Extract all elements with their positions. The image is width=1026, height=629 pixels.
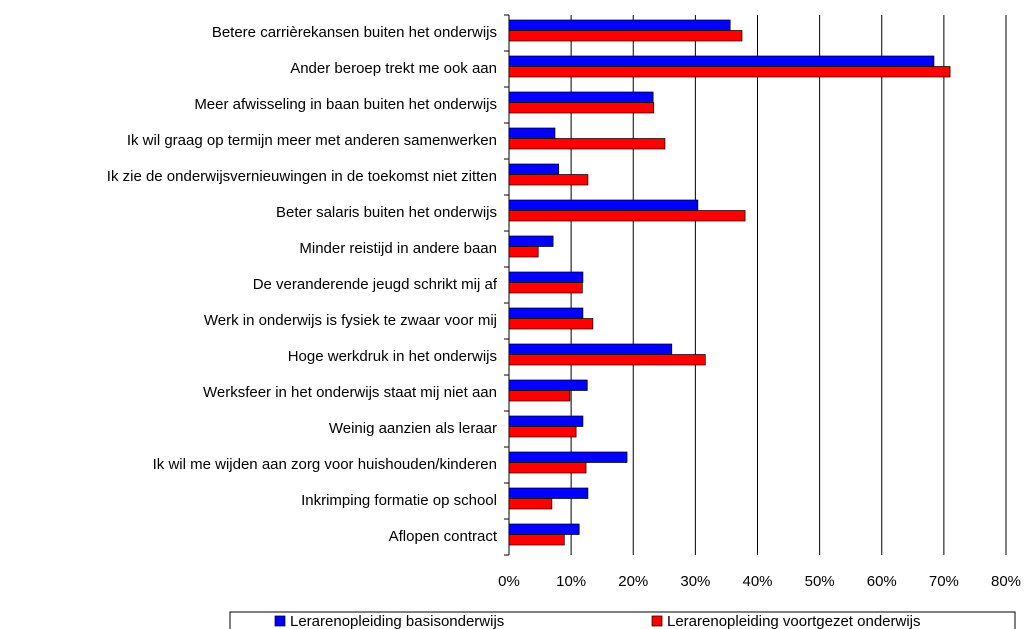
bar — [508, 307, 584, 319]
legend-swatch — [651, 615, 663, 627]
bar — [508, 354, 706, 366]
bar — [508, 163, 560, 175]
y-tick-label: Werk in onderwijs is fysiek te zwaar voo… — [204, 312, 497, 329]
y-tick-label: Weinig aanzien als leraar — [329, 420, 497, 437]
bar — [508, 462, 587, 474]
bar — [508, 91, 654, 103]
y-tick-label: Beter salaris buiten het onderwijs — [276, 204, 497, 221]
bar — [508, 127, 556, 139]
bar — [508, 426, 577, 438]
bar — [508, 210, 746, 222]
y-tick-label: Ander beroep trekt me ook aan — [290, 60, 497, 77]
y-tick-label: Minder reistijd in andere baan — [299, 240, 497, 257]
bar — [508, 343, 673, 355]
x-tick-label: 0% — [498, 573, 520, 590]
bar — [508, 138, 666, 150]
x-tick-label: 70% — [929, 573, 959, 590]
bar — [508, 487, 589, 499]
bar — [508, 246, 539, 258]
bar — [508, 102, 655, 114]
y-tick-label: Meer afwisseling in baan buiten het onde… — [194, 96, 497, 113]
bar — [508, 415, 584, 427]
y-tick-label: Aflopen contract — [389, 528, 498, 545]
bar — [508, 534, 565, 546]
x-tick-label: 50% — [805, 573, 835, 590]
x-tick-label: 60% — [867, 573, 897, 590]
bar — [508, 271, 584, 283]
bar — [508, 451, 628, 463]
y-tick-label: Werksfeer in het onderwijs staat mij nie… — [203, 384, 497, 401]
bar — [508, 498, 553, 510]
y-tick-label: Ik wil graag op termijn meer met anderen… — [127, 132, 497, 149]
bar — [508, 282, 583, 294]
bar — [508, 19, 731, 31]
bar — [508, 66, 951, 78]
x-tick-label: 10% — [556, 573, 586, 590]
y-tick-label: Hoge werkdruk in het onderwijs — [288, 348, 497, 365]
bar — [508, 318, 594, 330]
y-tick-label: Betere carrièrekansen buiten het onderwi… — [212, 24, 497, 41]
bar — [508, 174, 589, 186]
bar — [508, 55, 935, 67]
bar — [508, 390, 571, 402]
legend-label: Lerarenopleiding voortgezet onderwijs — [667, 613, 921, 629]
x-tick-label: 40% — [742, 573, 772, 590]
x-tick-label: 80% — [991, 573, 1021, 590]
legend-box — [229, 611, 1016, 629]
bar — [508, 30, 743, 42]
y-tick-label: Ik wil me wijden aan zorg voor huishoude… — [153, 456, 497, 473]
x-tick-label: 30% — [680, 573, 710, 590]
legend-label: Lerarenopleiding basisonderwijs — [290, 613, 504, 629]
x-tick-label: 20% — [618, 573, 648, 590]
legend-swatch — [274, 615, 286, 627]
bar — [508, 235, 554, 247]
y-tick-label: De veranderende jeugd schrikt mij af — [253, 276, 498, 293]
y-tick-label: Inkrimping formatie op school — [301, 492, 497, 509]
bar — [508, 199, 699, 211]
bar — [508, 523, 580, 535]
bar — [508, 379, 588, 391]
y-tick-label: Ik zie de onderwijsvernieuwingen in de t… — [107, 168, 497, 185]
